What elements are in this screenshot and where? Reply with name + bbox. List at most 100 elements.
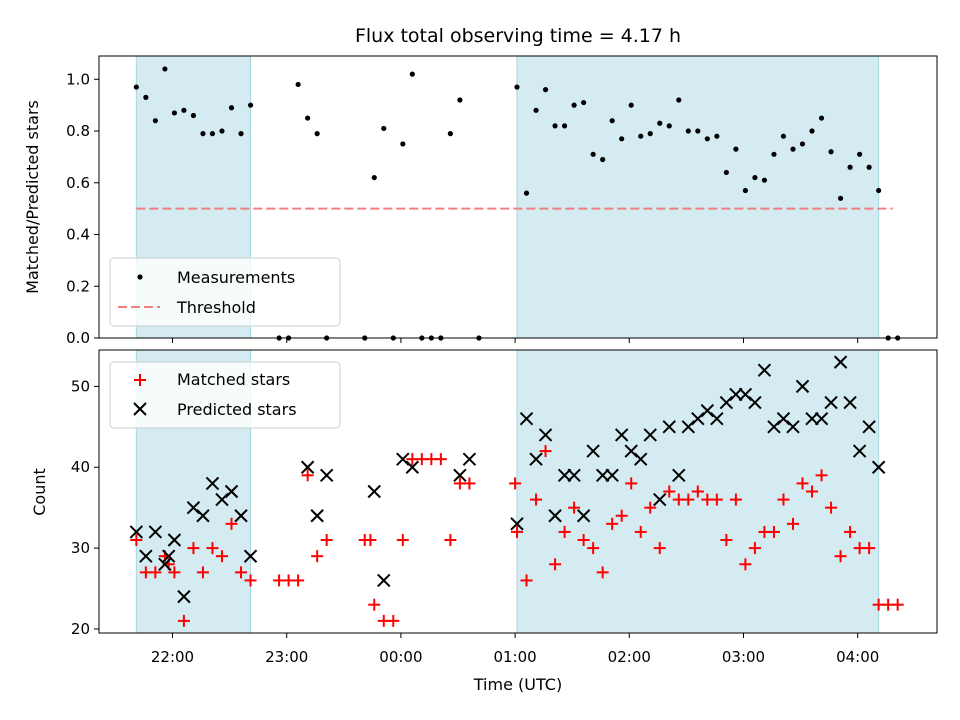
matched-star-point: [691, 485, 704, 498]
matched-star-point: [767, 525, 780, 538]
predicted-star-point: [453, 468, 467, 483]
matched-star-point: [682, 493, 695, 506]
predicted-star-point: [519, 412, 534, 426]
ratio-y-tick-label: 0.0: [66, 329, 90, 347]
measurement-point: [752, 174, 758, 181]
matched-star-point: [130, 534, 143, 547]
predicted-star-point: [215, 492, 229, 507]
predicted-star-point: [710, 412, 724, 426]
matched-star-point: [587, 542, 600, 555]
matched-star-point: [225, 517, 238, 530]
ratio-y-tick-label: 0.6: [66, 174, 90, 192]
matched-star-point: [558, 525, 571, 538]
measurement-point: [657, 120, 663, 126]
predicted-star-point: [557, 468, 572, 483]
measurement-point: [314, 131, 320, 137]
x-axis-ticks-count: 22:00 23:00 00:00 01:00 02:00 03:00 04:00: [151, 633, 879, 666]
matched-star-point: [396, 534, 409, 547]
predicted-star-point: [148, 525, 163, 539]
predicted-star-point: [653, 492, 667, 507]
matched-star-point: [244, 574, 257, 587]
matched-star-point: [891, 598, 904, 611]
measurement-point: [381, 125, 387, 132]
predicted-star-point: [852, 444, 867, 458]
matched-star-point: [748, 542, 761, 555]
predicted-star-point: [634, 452, 648, 466]
matched-star-point: [577, 534, 590, 547]
matched-star-point: [634, 525, 647, 538]
measurement-point: [457, 97, 463, 103]
ratio-y-tick-label: 0.2: [66, 277, 90, 295]
matched-star-point: [663, 485, 676, 498]
measurement-point: [133, 84, 139, 90]
matched-star-point: [863, 542, 876, 555]
predicted-star-point: [548, 509, 562, 523]
predicted-star-point: [795, 379, 810, 394]
predicted-star-point: [729, 387, 743, 402]
count-x-tick-label: 02:00: [608, 648, 651, 666]
predicted-star-point: [462, 452, 477, 466]
count-y-tick-label: 40: [71, 458, 90, 476]
predicted-star-point: [158, 557, 172, 571]
matched-star-point: [596, 566, 609, 579]
matched-star-point: [549, 558, 562, 571]
matched-star-point: [606, 517, 619, 530]
matched-star-point: [320, 534, 333, 547]
measurement-point: [723, 169, 729, 176]
measurement-point: [171, 110, 178, 116]
legend-ratio-box: [109, 257, 341, 327]
predicted-star-point: [243, 549, 258, 563]
predicted-star-point: [595, 468, 610, 483]
measurement-point: [209, 131, 216, 137]
measurement-point: [228, 105, 235, 111]
measurement-point: [409, 71, 415, 77]
predicted-star-point: [614, 428, 629, 442]
measurement-point: [857, 151, 863, 157]
matched-star-point: [796, 477, 809, 490]
predicted-star-point: [576, 509, 591, 523]
count-x-tick-label: 00:00: [379, 648, 422, 666]
measurement-point: [818, 115, 825, 121]
measurement-point: [542, 87, 549, 93]
predicted-star-point: [234, 509, 248, 523]
matched-star-point: [235, 566, 248, 579]
measurement-point: [561, 123, 568, 129]
matched-star-point: [806, 485, 819, 498]
measurement-point: [219, 128, 225, 134]
matched-star-point: [196, 566, 209, 579]
matched-star-point: [463, 477, 476, 490]
predicted-star-point: [367, 484, 381, 499]
measurement-point: [590, 151, 596, 157]
measurement-point: [828, 149, 834, 155]
measurement-point: [809, 128, 815, 134]
legend-measurements-label: Measurements: [177, 268, 295, 287]
count-x-tick-label: 01:00: [493, 648, 536, 666]
predicted-star-point: [691, 412, 705, 426]
legend-ratio: Measurements Threshold: [109, 257, 341, 327]
predicted-star-point: [205, 476, 220, 491]
matched-star-point: [530, 493, 543, 506]
legend-matched-marker: [134, 374, 146, 386]
predicted-star-point: [529, 452, 543, 466]
measurement-point: [628, 102, 634, 108]
measurement-point: [847, 164, 853, 170]
matched-star-point: [292, 574, 305, 587]
ratio-y-tick-label: 0.4: [66, 226, 90, 244]
predicted-star-point: [643, 428, 657, 442]
x-axis-title: Time (UTC): [473, 675, 562, 694]
predicted-star-point: [377, 573, 391, 588]
matched-star-point: [539, 445, 552, 458]
ratio-panel-frame: [98, 55, 938, 339]
predicted-star-point: [224, 484, 239, 499]
measurement-point: [571, 102, 577, 108]
matched-star-points: [130, 445, 904, 627]
predicted-star-point: [567, 468, 581, 483]
predicted-star-point: [738, 387, 753, 402]
measurement-point: [143, 94, 149, 100]
legend-count-box: [109, 361, 341, 429]
predicted-star-point: [871, 460, 886, 474]
count-y-tick-label: 50: [71, 377, 90, 395]
matched-star-point: [625, 477, 638, 490]
matched-star-point: [615, 509, 628, 522]
